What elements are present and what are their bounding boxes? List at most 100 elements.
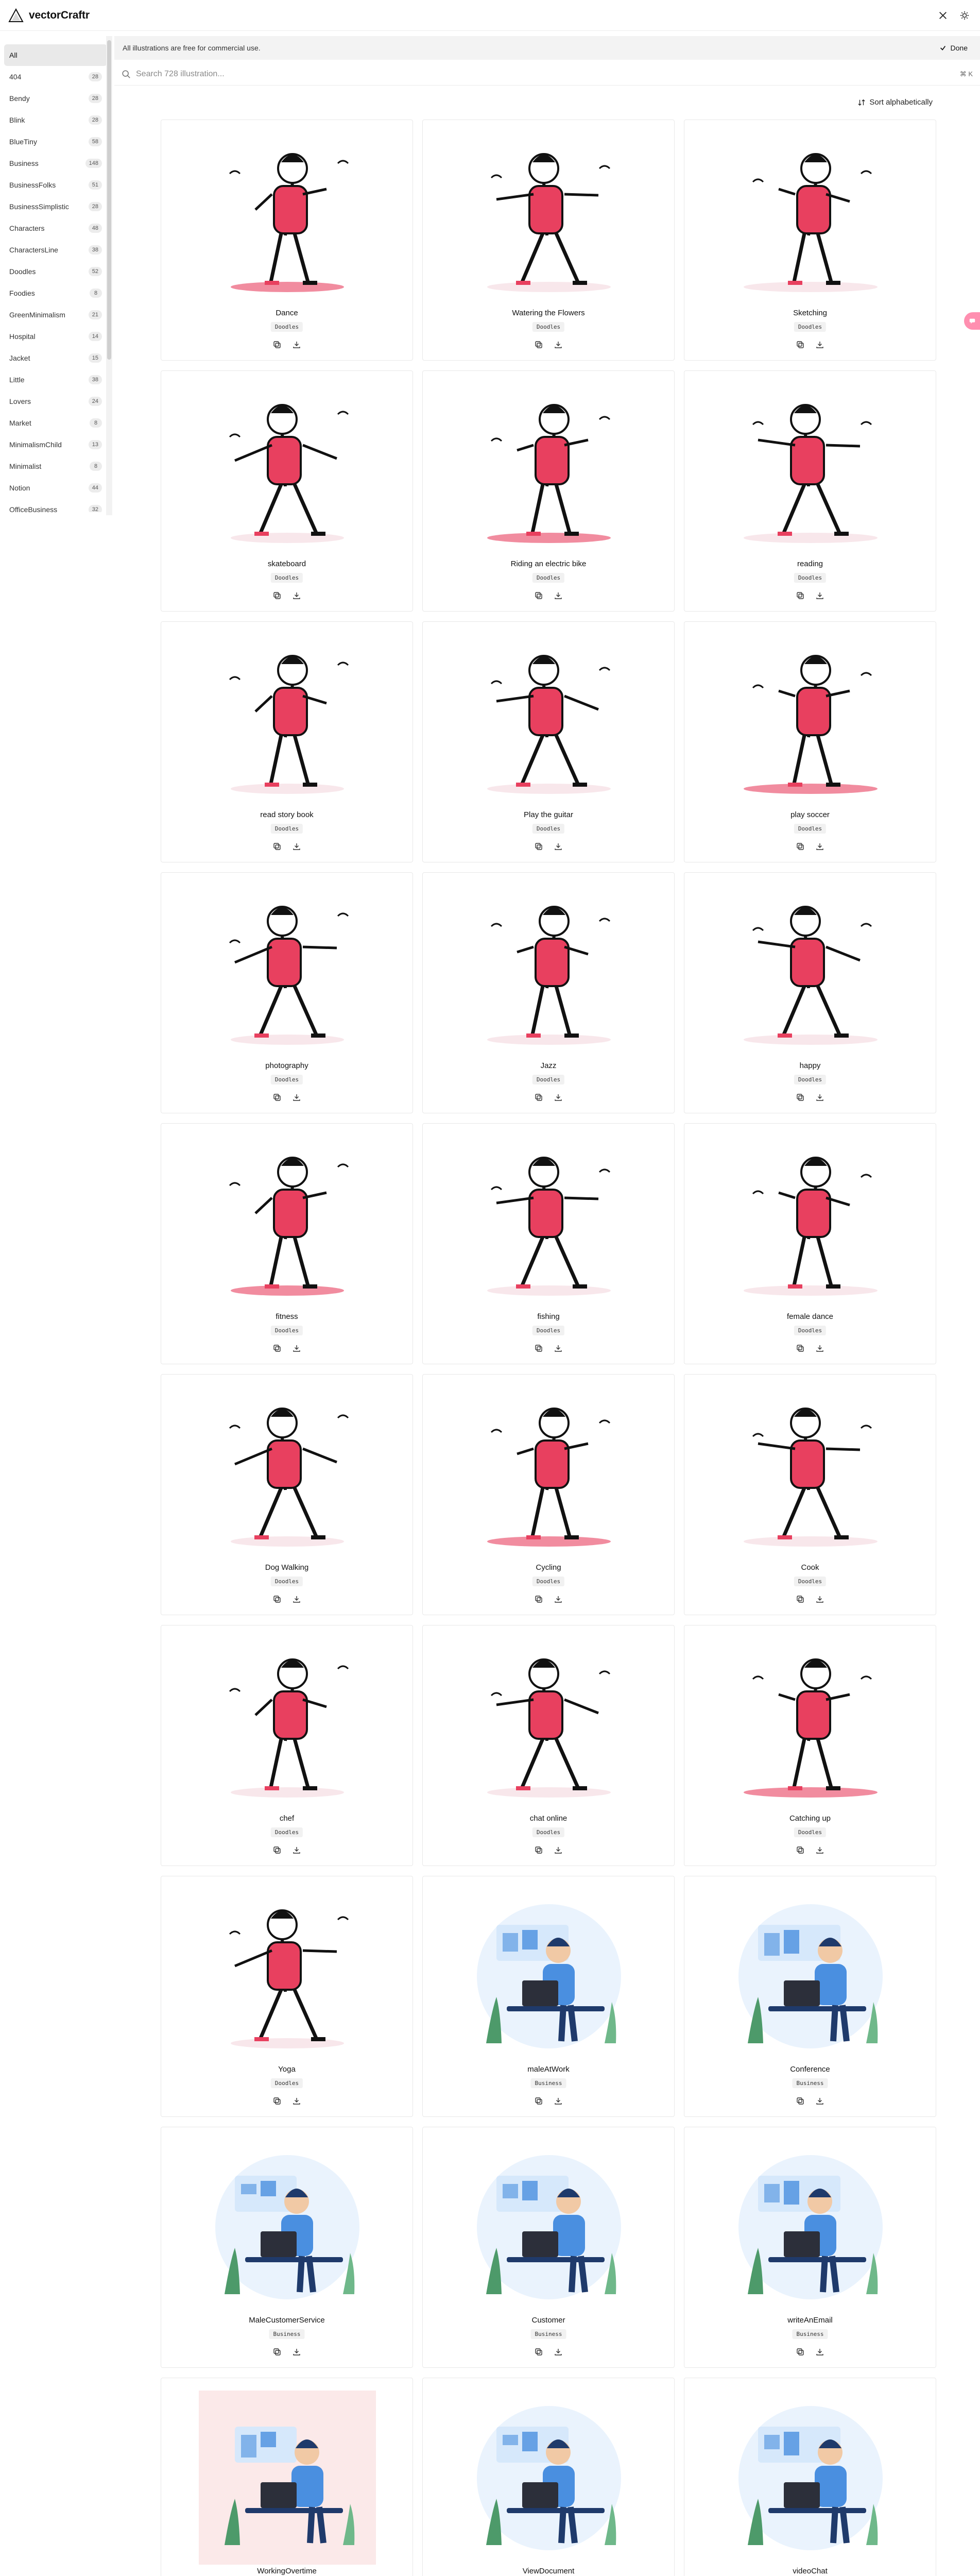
illustration-card[interactable]: writeAnEmail Business <box>684 2127 936 2368</box>
sidebar-item-bendy[interactable]: Bendy 28 <box>4 88 107 109</box>
category-tag[interactable]: Doodles <box>794 1827 827 1837</box>
illustration-card[interactable]: WorkingOvertime Business <box>161 2378 413 2576</box>
illustration-preview[interactable] <box>722 2391 899 2565</box>
illustration-card[interactable]: Catching up Doodles <box>684 1625 936 1866</box>
sidebar-item-businesssimplistic[interactable]: BusinessSimplistic 28 <box>4 196 107 217</box>
category-tag[interactable]: Doodles <box>270 573 303 583</box>
copy-svg-button[interactable] <box>532 1844 545 1856</box>
category-tag[interactable]: Doodles <box>794 1577 827 1586</box>
category-tag[interactable]: Doodles <box>794 1326 827 1335</box>
sidebar-item-hospital[interactable]: Hospital 14 <box>4 326 107 347</box>
illustration-card[interactable]: Yoga Doodles <box>161 1876 413 2117</box>
illustration-card[interactable]: photography Doodles <box>161 872 413 1113</box>
download-svg-button[interactable] <box>814 338 826 351</box>
sidebar-item-404[interactable]: 404 28 <box>4 66 107 88</box>
sidebar-item-business[interactable]: Business 148 <box>4 152 107 174</box>
copy-svg-button[interactable] <box>794 1844 806 1856</box>
illustration-card[interactable]: Sketching Doodles <box>684 120 936 361</box>
sidebar-item-lovers[interactable]: Lovers 24 <box>4 391 107 412</box>
download-svg-button[interactable] <box>552 1091 564 1104</box>
category-tag[interactable]: Doodles <box>532 1075 565 1084</box>
feedback-float-button[interactable] <box>964 312 980 330</box>
illustration-preview[interactable] <box>722 1638 899 1812</box>
illustration-card[interactable]: chat online Doodles <box>422 1625 675 1866</box>
illustration-card[interactable]: Dog Walking Doodles <box>161 1374 413 1615</box>
category-tag[interactable]: Doodles <box>270 1577 303 1586</box>
sidebar-item-market[interactable]: Market 8 <box>4 412 107 434</box>
category-tag[interactable]: Doodles <box>270 824 303 834</box>
illustration-card[interactable]: Watering the Flowers Doodles <box>422 120 675 361</box>
done-button[interactable]: Done <box>935 42 972 54</box>
sidebar-item-greenminimalism[interactable]: GreenMinimalism 21 <box>4 304 107 326</box>
brand-logo[interactable]: vectorCraftr <box>8 8 90 23</box>
search-input[interactable] <box>136 69 955 79</box>
download-svg-button[interactable] <box>814 1593 826 1605</box>
illustration-card[interactable]: Riding an electric bike Doodles <box>422 370 675 612</box>
illustration-preview[interactable] <box>722 2140 899 2314</box>
illustration-preview[interactable] <box>722 132 899 307</box>
illustration-card[interactable]: play soccer Doodles <box>684 621 936 862</box>
category-tag[interactable]: Doodles <box>270 1075 303 1084</box>
copy-svg-button[interactable] <box>794 840 806 853</box>
category-tag[interactable]: Business <box>792 2078 828 2088</box>
category-tag[interactable]: Doodles <box>532 1326 565 1335</box>
download-svg-button[interactable] <box>814 1091 826 1104</box>
category-tag[interactable]: Doodles <box>794 573 827 583</box>
illustration-card[interactable]: maleAtWork Business <box>422 1876 675 2117</box>
illustration-preview[interactable] <box>460 2391 638 2565</box>
category-tag[interactable]: Business <box>530 2078 566 2088</box>
illustration-preview[interactable] <box>460 2140 638 2314</box>
category-tag[interactable]: Business <box>530 2329 566 2339</box>
copy-svg-button[interactable] <box>532 2346 545 2358</box>
sidebar-item-foodies[interactable]: Foodies 8 <box>4 282 107 304</box>
download-svg-button[interactable] <box>290 1091 303 1104</box>
copy-svg-button[interactable] <box>271 1593 283 1605</box>
sidebar-item-characters[interactable]: Characters 48 <box>4 217 107 239</box>
illustration-preview[interactable] <box>460 132 638 307</box>
download-svg-button[interactable] <box>814 1342 826 1354</box>
sidebar-scrollbar-thumb[interactable] <box>107 40 111 360</box>
download-svg-button[interactable] <box>290 589 303 602</box>
copy-svg-button[interactable] <box>271 1844 283 1856</box>
download-svg-button[interactable] <box>814 1844 826 1856</box>
category-tag[interactable]: Doodles <box>270 2078 303 2088</box>
copy-svg-button[interactable] <box>271 1342 283 1354</box>
illustration-card[interactable]: Conference Business <box>684 1876 936 2117</box>
copy-svg-button[interactable] <box>532 840 545 853</box>
download-svg-button[interactable] <box>552 589 564 602</box>
sidebar-item-charactersline[interactable]: CharactersLine 38 <box>4 239 107 261</box>
illustration-preview[interactable] <box>199 1387 376 1561</box>
download-svg-button[interactable] <box>814 2095 826 2107</box>
illustration-card[interactable]: ViewDocument Business <box>422 2378 675 2576</box>
illustration-card[interactable]: female dance Doodles <box>684 1123 936 1364</box>
illustration-card[interactable]: Dance Doodles <box>161 120 413 361</box>
sun-icon[interactable] <box>958 9 971 22</box>
download-svg-button[interactable] <box>552 1342 564 1354</box>
category-tag[interactable]: Doodles <box>794 824 827 834</box>
illustration-card[interactable]: chef Doodles <box>161 1625 413 1866</box>
copy-svg-button[interactable] <box>532 1342 545 1354</box>
download-svg-button[interactable] <box>552 840 564 853</box>
illustration-preview[interactable] <box>460 634 638 808</box>
copy-svg-button[interactable] <box>271 840 283 853</box>
category-tag[interactable]: Doodles <box>270 322 303 332</box>
illustration-card[interactable]: Cook Doodles <box>684 1374 936 1615</box>
illustration-preview[interactable] <box>460 1889 638 2063</box>
download-svg-button[interactable] <box>290 2346 303 2358</box>
copy-svg-button[interactable] <box>271 338 283 351</box>
illustration-preview[interactable] <box>199 2140 376 2314</box>
illustration-preview[interactable] <box>722 634 899 808</box>
sidebar-item-minimalist[interactable]: Minimalist 8 <box>4 455 107 477</box>
category-tag[interactable]: Doodles <box>794 1075 827 1084</box>
illustration-preview[interactable] <box>199 634 376 808</box>
illustration-preview[interactable] <box>199 2391 376 2565</box>
illustration-preview[interactable] <box>460 383 638 557</box>
copy-svg-button[interactable] <box>794 338 806 351</box>
download-svg-button[interactable] <box>552 1844 564 1856</box>
copy-svg-button[interactable] <box>271 2346 283 2358</box>
copy-svg-button[interactable] <box>794 2095 806 2107</box>
download-svg-button[interactable] <box>290 1593 303 1605</box>
category-tag[interactable]: Doodles <box>270 1827 303 1837</box>
category-tag[interactable]: Business <box>269 2329 305 2339</box>
download-svg-button[interactable] <box>290 840 303 853</box>
